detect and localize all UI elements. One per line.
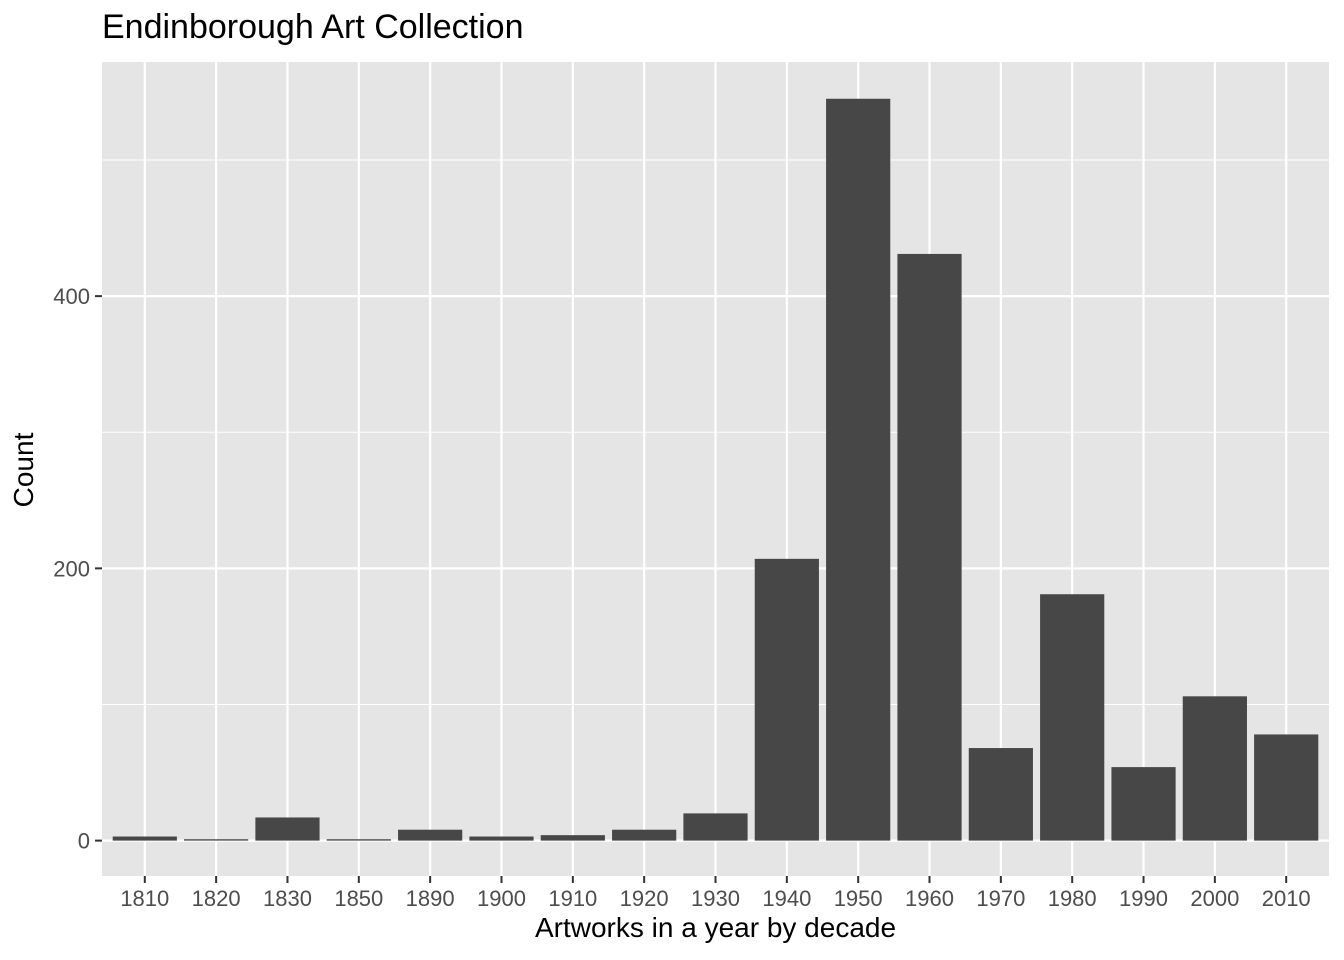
bar-1920: [612, 829, 677, 841]
x-tick-label: 2010: [1262, 886, 1311, 911]
x-tick-label: 1940: [762, 886, 811, 911]
bar-1830: [255, 817, 320, 841]
x-tick-label: 1910: [548, 886, 597, 911]
x-axis-label: Artworks in a year by decade: [534, 912, 897, 943]
x-tick-label: 1990: [1119, 886, 1168, 911]
y-tick-label: 0: [78, 829, 90, 854]
x-tick-label: 1850: [334, 886, 383, 911]
bar-1910: [540, 835, 605, 841]
bar-1950: [826, 98, 891, 841]
x-tick-label: 1890: [406, 886, 455, 911]
bar-1900: [469, 836, 534, 841]
bar-1940: [754, 558, 819, 841]
bar-1850: [326, 839, 391, 841]
x-tick-label: 2000: [1190, 886, 1239, 911]
x-tick-label: 1950: [834, 886, 883, 911]
bar-2010: [1254, 734, 1319, 841]
bar-1810: [112, 836, 177, 841]
chart-title: Endinborough Art Collection: [102, 8, 524, 46]
bar-2000: [1182, 696, 1247, 841]
x-tick-label: 1830: [263, 886, 312, 911]
bar-1990: [1111, 767, 1176, 841]
x-tick-label: 1980: [1048, 886, 1097, 911]
bar-1890: [398, 829, 463, 841]
bar-1820: [184, 839, 249, 841]
bar-1960: [897, 253, 962, 841]
y-tick-label: 200: [53, 556, 90, 581]
x-tick-label: 1820: [192, 886, 241, 911]
bar-1970: [968, 748, 1033, 841]
x-tick-label: 1900: [477, 886, 526, 911]
x-tick-label: 1920: [620, 886, 669, 911]
bar-1980: [1040, 594, 1105, 841]
x-tick-label: 1930: [691, 886, 740, 911]
y-tick-label: 400: [53, 284, 90, 309]
bar-1930: [683, 813, 748, 841]
x-tick-label: 1970: [976, 886, 1025, 911]
x-tick-label: 1960: [905, 886, 954, 911]
x-tick-label: 1810: [120, 886, 169, 911]
